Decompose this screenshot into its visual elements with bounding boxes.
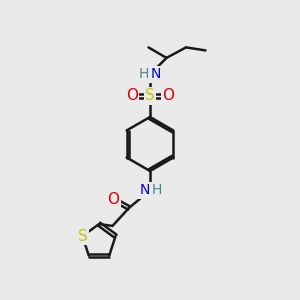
Text: S: S xyxy=(78,229,87,244)
Text: O: O xyxy=(107,192,119,207)
Text: N: N xyxy=(150,68,161,81)
Text: H: H xyxy=(152,184,162,197)
Text: S: S xyxy=(145,88,155,104)
Text: H: H xyxy=(138,68,148,81)
Text: O: O xyxy=(162,88,174,104)
Text: O: O xyxy=(126,88,138,104)
Text: N: N xyxy=(140,184,150,197)
